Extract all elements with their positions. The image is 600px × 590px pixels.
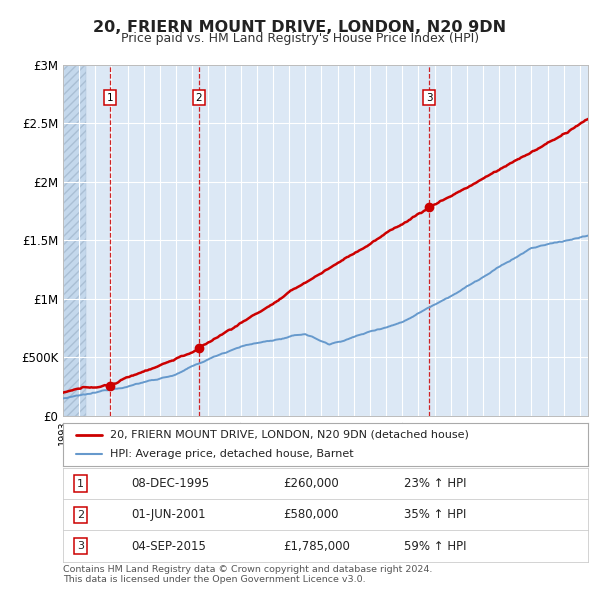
Text: 23% ↑ HPI: 23% ↑ HPI [404,477,467,490]
Text: £1,785,000: £1,785,000 [284,539,350,553]
Text: 1: 1 [107,93,113,103]
Text: 2: 2 [196,93,202,103]
Text: 04-SEP-2015: 04-SEP-2015 [131,539,206,553]
Text: 3: 3 [426,93,433,103]
Text: Price paid vs. HM Land Registry's House Price Index (HPI): Price paid vs. HM Land Registry's House … [121,32,479,45]
Text: 2: 2 [77,510,84,520]
Text: £260,000: £260,000 [284,477,339,490]
Text: 20, FRIERN MOUNT DRIVE, LONDON, N20 9DN: 20, FRIERN MOUNT DRIVE, LONDON, N20 9DN [94,20,506,35]
Text: 08-DEC-1995: 08-DEC-1995 [131,477,209,490]
Text: Contains HM Land Registry data © Crown copyright and database right 2024.
This d: Contains HM Land Registry data © Crown c… [63,565,433,584]
Text: 35% ↑ HPI: 35% ↑ HPI [404,508,467,522]
Text: 1: 1 [77,478,84,489]
Text: £580,000: £580,000 [284,508,339,522]
Text: 59% ↑ HPI: 59% ↑ HPI [404,539,467,553]
Text: 01-JUN-2001: 01-JUN-2001 [131,508,206,522]
Text: HPI: Average price, detached house, Barnet: HPI: Average price, detached house, Barn… [110,450,354,460]
Text: 3: 3 [77,541,84,551]
Text: 20, FRIERN MOUNT DRIVE, LONDON, N20 9DN (detached house): 20, FRIERN MOUNT DRIVE, LONDON, N20 9DN … [110,430,469,440]
Bar [63,65,86,416]
